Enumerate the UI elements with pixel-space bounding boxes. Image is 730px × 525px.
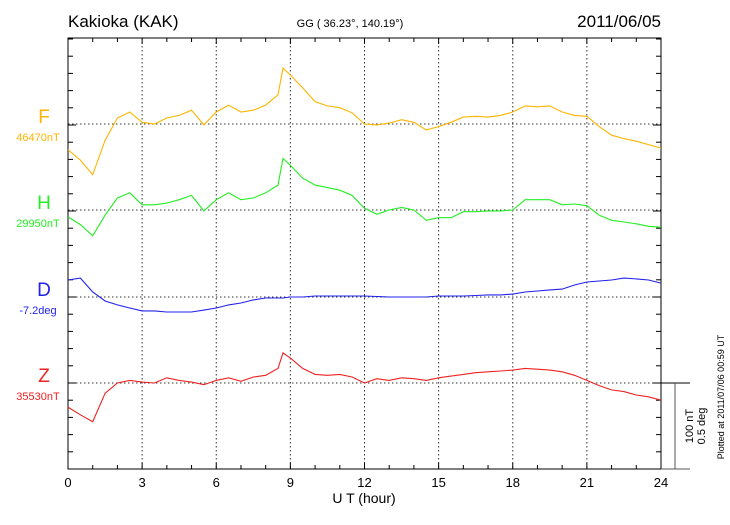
station-title: Kakioka (KAK) <box>68 12 179 31</box>
x-tick-label: 15 <box>431 475 445 490</box>
plotted-at-label: Plotted at 2011/07/06 00:59 UT <box>716 334 726 459</box>
x-tick-label: 3 <box>139 475 146 490</box>
series-labels: F 46470nT H 29950nT D -7.2deg Z 35530nT <box>16 107 60 403</box>
series-line-h <box>67 157 662 237</box>
series-line-d <box>67 277 662 313</box>
grid <box>68 38 661 469</box>
scale-deg-label: 0.5 deg <box>696 408 708 445</box>
x-tick-label: 6 <box>213 475 220 490</box>
x-tick-label: 24 <box>654 475 668 490</box>
coords-label: GG ( 36.23°, 140.19°) <box>297 18 404 30</box>
x-tick-label: 18 <box>506 475 520 490</box>
series-name-z: Z <box>38 366 50 387</box>
x-tick-label: 12 <box>357 475 371 490</box>
scale-bar: 100 nT 0.5 deg <box>661 382 708 470</box>
series-baseline-z: 35530nT <box>16 391 60 403</box>
x-tick-label: 21 <box>580 475 594 490</box>
series-baseline-f: 46470nT <box>16 132 60 144</box>
series-name-d: D <box>37 280 51 301</box>
x-tick-label: 9 <box>287 475 294 490</box>
axes: 0 3 6 9 12 15 18 21 24 <box>64 37 668 490</box>
series-baseline-d: -7.2deg <box>19 305 56 317</box>
series-line-z <box>67 352 662 423</box>
x-axis-label: U T (hour) <box>332 490 395 506</box>
scale-nT-label: 100 nT <box>684 409 696 444</box>
series-name-f: F <box>38 107 50 128</box>
series-baseline-h: 29950nT <box>16 218 60 230</box>
series-line-f <box>67 67 662 176</box>
series-name-h: H <box>37 193 51 214</box>
date-label: 2011/06/05 <box>577 12 661 31</box>
x-tick-label: 0 <box>64 475 71 490</box>
series-lines <box>67 67 662 423</box>
